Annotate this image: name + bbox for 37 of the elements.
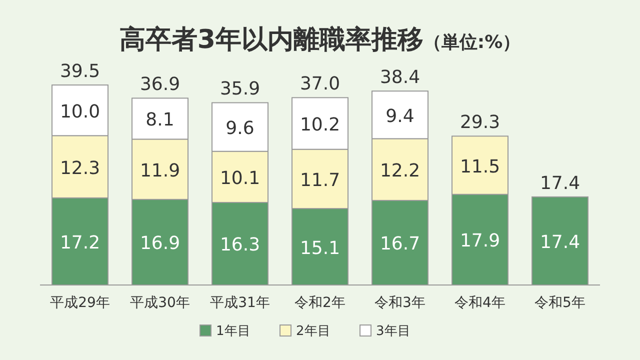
x-tick-label: 令和3年	[374, 295, 426, 311]
data-label: 9.4	[386, 106, 414, 127]
data-label: 16.9	[140, 233, 180, 254]
total-label: 36.9	[140, 74, 180, 96]
data-label: 11.5	[460, 156, 500, 178]
data-label: 9.6	[226, 118, 254, 140]
data-label: 12.2	[380, 160, 420, 182]
total-label: 17.4	[540, 172, 580, 194]
legend-label: 2年目	[296, 324, 330, 339]
data-label: 10.2	[300, 114, 340, 136]
data-label: 10.1	[220, 168, 260, 189]
data-label: 11.9	[140, 160, 180, 182]
data-label: 11.7	[300, 170, 340, 191]
data-label: 17.9	[460, 230, 500, 252]
data-label: 17.4	[540, 232, 580, 253]
data-label: 17.2	[60, 232, 100, 254]
total-label: 39.5	[60, 61, 100, 82]
total-label: 29.3	[460, 112, 500, 134]
legend-label: 1年目	[216, 324, 250, 339]
data-label: 12.3	[60, 158, 100, 179]
data-label: 16.7	[380, 234, 420, 255]
total-label: 37.0	[300, 74, 340, 95]
data-label: 8.1	[146, 110, 174, 131]
total-label: 35.9	[220, 78, 260, 100]
legend-label: 3年目	[376, 324, 410, 339]
data-label: 10.0	[60, 101, 100, 122]
data-label: 16.3	[220, 234, 260, 256]
chart-subtitle: （単位:%）	[423, 32, 521, 53]
x-tick-label: 平成30年	[130, 295, 190, 311]
x-tick-label: 令和4年	[454, 295, 506, 311]
x-tick-label: 令和5年	[534, 295, 586, 311]
chart-title: 高卒者3年以内離職率推移	[119, 25, 424, 55]
data-label: 15.1	[300, 238, 340, 259]
total-label: 38.4	[380, 67, 420, 88]
x-tick-label: 平成31年	[210, 295, 270, 311]
x-tick-label: 令和2年	[294, 295, 346, 311]
x-tick-label: 平成29年	[50, 295, 110, 311]
